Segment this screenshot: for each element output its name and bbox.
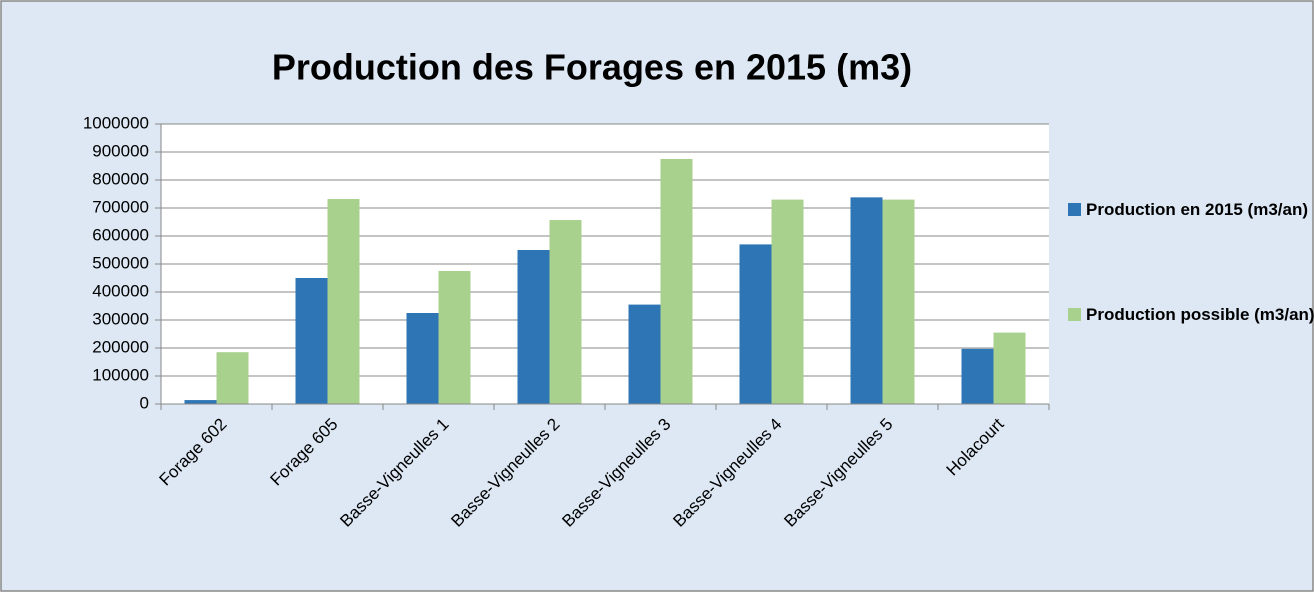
bar	[993, 332, 1026, 404]
bar	[406, 313, 439, 404]
y-tick-label: 900000	[92, 141, 149, 160]
legend-label: Production possible (m3/an)	[1086, 305, 1314, 324]
bar	[771, 199, 804, 404]
y-tick-label: 600000	[92, 225, 149, 244]
chart-title: Production des Forages en 2015 (m3)	[272, 47, 912, 88]
bar	[628, 304, 661, 404]
legend-item: Production en 2015 (m3/an)	[1068, 195, 1314, 225]
bar	[184, 400, 217, 404]
bar	[216, 352, 249, 404]
y-tick-label: 0	[140, 393, 149, 412]
bar	[739, 244, 772, 404]
bar	[882, 199, 915, 404]
bar	[660, 159, 693, 404]
bar	[961, 348, 994, 404]
bar	[438, 271, 471, 404]
bar	[517, 250, 550, 404]
bar	[327, 199, 360, 404]
bar	[549, 220, 582, 404]
y-tick-label: 300000	[92, 309, 149, 328]
bar	[295, 278, 328, 404]
legend-item: Production possible (m3/an)	[1068, 300, 1314, 330]
y-tick-label: 700000	[92, 197, 149, 216]
y-tick-label: 200000	[92, 337, 149, 356]
y-tick-label: 400000	[92, 281, 149, 300]
y-tick-label: 500000	[92, 253, 149, 272]
legend-swatch	[1068, 203, 1081, 216]
y-tick-label: 1000000	[83, 113, 149, 132]
legend-swatch	[1068, 308, 1081, 321]
legend-label: Production en 2015 (m3/an)	[1086, 200, 1308, 219]
y-tick-label: 800000	[92, 169, 149, 188]
bar	[850, 197, 883, 404]
y-tick-label: 100000	[92, 365, 149, 384]
